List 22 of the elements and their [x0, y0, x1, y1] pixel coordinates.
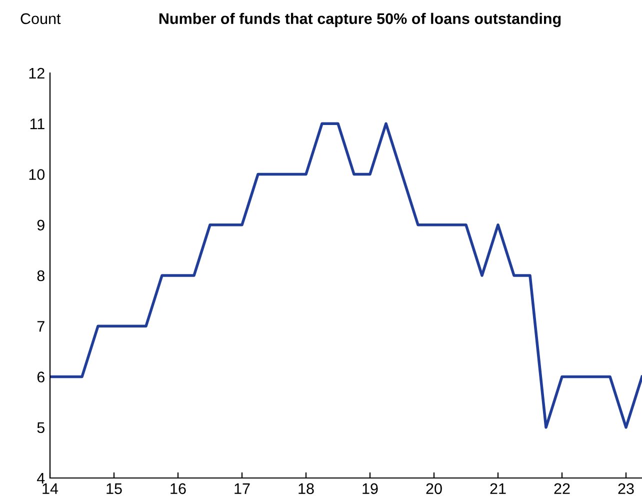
chart-title: Number of funds that capture 50% of loans outstanding: [159, 12, 561, 28]
line-series: [50, 122, 642, 429]
x-tick-label: 20: [426, 483, 442, 494]
y-tick-label: 9: [37, 220, 44, 231]
x-tick-label: 21: [490, 483, 506, 494]
x-tick-label: 23: [618, 483, 634, 494]
x-tick-label: 17: [234, 483, 250, 494]
x-tick-label: 14: [42, 483, 58, 494]
y-axis-title: Count: [20, 13, 61, 24]
x-tick-label: 22: [554, 483, 570, 494]
y-tick-label: 11: [30, 118, 44, 130]
y-tick-label: 7: [37, 321, 44, 332]
x-tick-label: 19: [362, 483, 378, 494]
x-tick-label: 16: [170, 483, 186, 494]
y-tick-label: 6: [37, 372, 44, 382]
y-tick-label: 5: [37, 422, 44, 434]
y-tick-label: 10: [29, 169, 45, 180]
x-tick-label: 15: [106, 483, 122, 494]
y-tick-label: 12: [29, 68, 44, 79]
x-tick-label: 18: [298, 483, 314, 494]
y-tick-label: 8: [37, 270, 44, 282]
y-tick-label: 4: [36, 473, 45, 484]
